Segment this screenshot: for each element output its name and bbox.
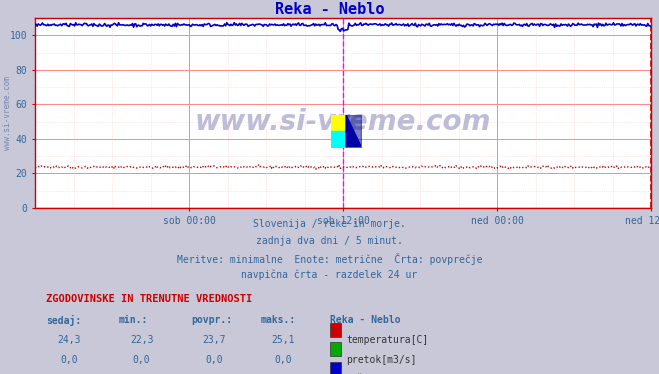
Text: min.:: min.: (119, 315, 148, 325)
Text: sedaj:: sedaj: (46, 315, 81, 326)
Text: www.si-vreme.com: www.si-vreme.com (195, 108, 491, 137)
Text: www.si-vreme.com: www.si-vreme.com (3, 76, 13, 150)
Text: 23,7: 23,7 (202, 335, 226, 345)
Text: 25,1: 25,1 (272, 335, 295, 345)
Text: 24,3: 24,3 (57, 335, 81, 345)
Text: pretok[m3/s]: pretok[m3/s] (346, 355, 416, 365)
Text: maks.:: maks.: (260, 315, 295, 325)
Text: 0,0: 0,0 (275, 355, 292, 365)
Text: Meritve: minimalne  Enote: metrične  Črta: povprečje: Meritve: minimalne Enote: metrične Črta:… (177, 253, 482, 265)
Text: Reka - Neblo: Reka - Neblo (275, 1, 384, 16)
Text: 22,3: 22,3 (130, 335, 154, 345)
Text: 0,0: 0,0 (61, 355, 78, 365)
Text: Reka - Neblo: Reka - Neblo (330, 315, 400, 325)
Text: ZGODOVINSKE IN TRENUTNE VREDNOSTI: ZGODOVINSKE IN TRENUTNE VREDNOSTI (46, 294, 252, 304)
Text: 0,0: 0,0 (206, 355, 223, 365)
Text: navpična črta - razdelek 24 ur: navpična črta - razdelek 24 ur (241, 270, 418, 280)
Text: temperatura[C]: temperatura[C] (346, 335, 428, 345)
Text: 0,0: 0,0 (133, 355, 150, 365)
Text: povpr.:: povpr.: (191, 315, 232, 325)
Text: Slovenija / reke in morje.: Slovenija / reke in morje. (253, 219, 406, 229)
Text: zadnja dva dni / 5 minut.: zadnja dva dni / 5 minut. (256, 236, 403, 246)
